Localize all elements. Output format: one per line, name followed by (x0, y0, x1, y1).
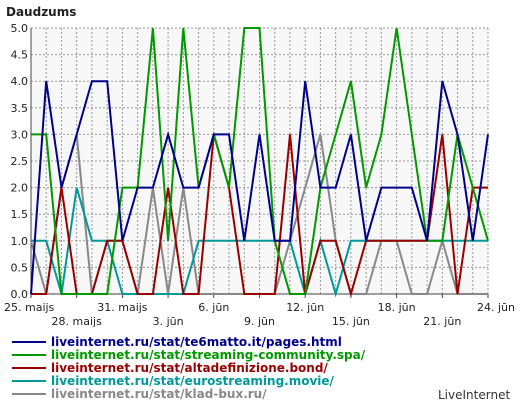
legend-label: liveinternet.ru/stat/altadefinizione.bon… (51, 361, 328, 375)
series-line (30, 80, 489, 295)
y-tick-label: 0.0 (11, 288, 29, 301)
y-tick-label: 2.5 (11, 155, 29, 168)
x-tick-label: 15. jūn (332, 315, 370, 328)
x-tick-label: 18. jūn (378, 301, 416, 314)
x-tick-label: 25. maijs (4, 301, 55, 314)
legend: liveinternet.ru/stat/te6matto.it/pages.h… (12, 335, 366, 401)
y-axis: 0.0 0.5 1.0 1.5 2.0 2.5 3.0 3.5 4.0 4.5 5.0 (11, 22, 29, 301)
x-tick-label: 31. maijs (97, 301, 148, 314)
series-line (31, 27, 489, 295)
x-tick-label: 12. jūn (286, 301, 324, 314)
chart-title: Daudzums (6, 5, 76, 19)
x-tick-label: 21. jūn (423, 315, 461, 328)
y-tick-label: 0.5 (11, 261, 29, 274)
legend-label: liveinternet.ru/stat/streaming-community… (51, 348, 366, 362)
y-tick-label: 4.0 (11, 75, 29, 88)
legend-label: liveinternet.ru/stat/eurostreaming.movie… (51, 374, 335, 388)
x-axis: 25. maijs 31. maijs 6. jūn 12. jūn 18. jūn 24… (4, 294, 515, 328)
x-tick-label: 3. jūn (153, 315, 184, 328)
legend-label: liveinternet.ru/stat/te6matto.it/pages.h… (51, 335, 342, 349)
y-tick-label: 1.5 (11, 208, 29, 221)
y-tick-label: 4.5 (11, 49, 29, 62)
series-line (31, 134, 488, 298)
y-tick-label: 3.0 (11, 128, 29, 141)
x-tick-label: 24. jūn (477, 301, 515, 314)
series-lines (30, 27, 489, 298)
y-tick-label: 1.0 (11, 235, 29, 248)
x-tick-label: 28. maijs (52, 315, 103, 328)
x-tick-label: 6. jūn (198, 301, 229, 314)
y-tick-label: 2.0 (11, 182, 29, 195)
y-tick-label: 5.0 (11, 22, 29, 35)
legend-label: liveinternet.ru/stat/klad-bux.ru/ (51, 387, 267, 401)
x-tick-label: 9. jūn (244, 315, 275, 328)
y-tick-label: 3.5 (11, 102, 29, 115)
credit-label: LiveInternet (438, 388, 510, 402)
